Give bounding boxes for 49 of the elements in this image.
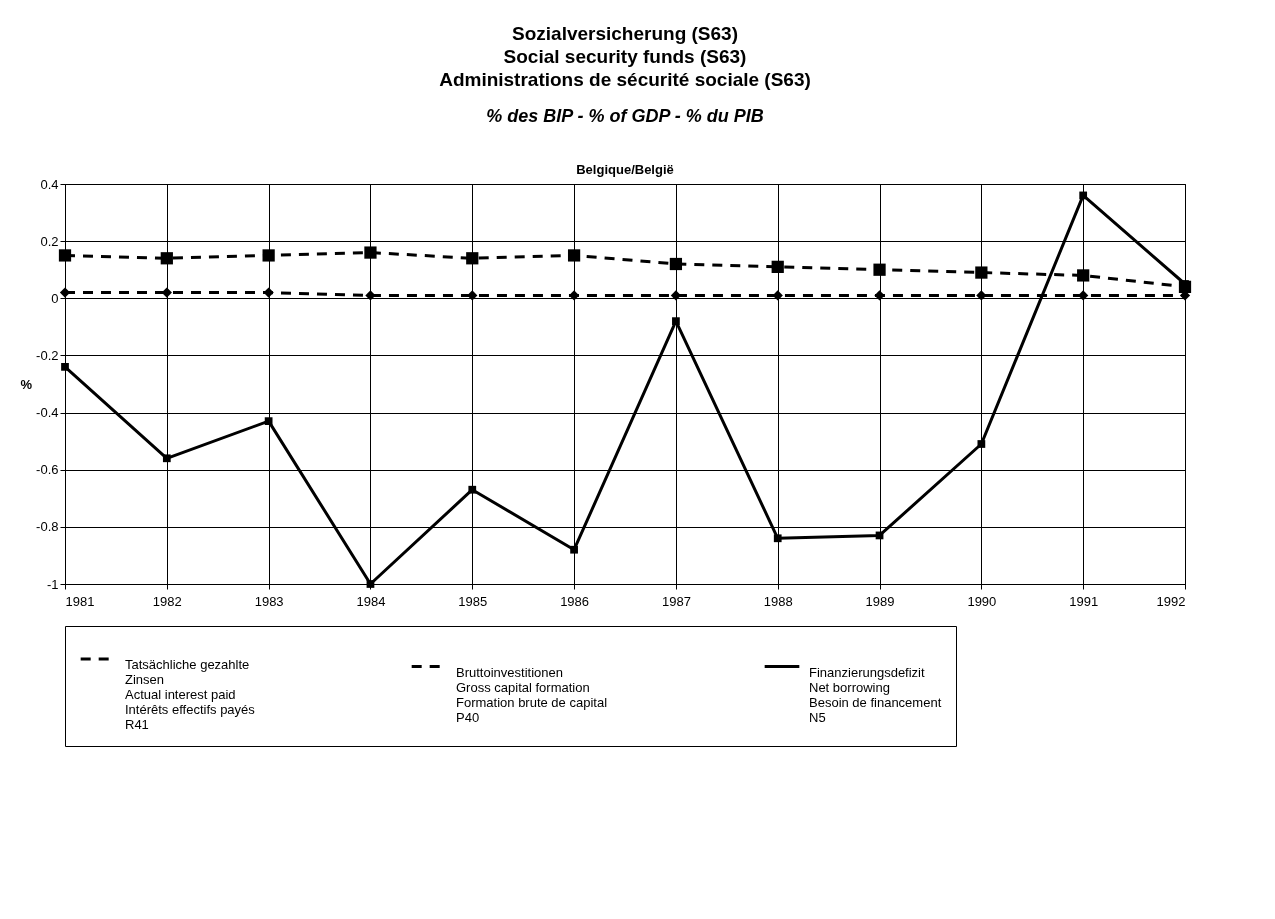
text: Belgique/België	[576, 162, 674, 177]
point	[669, 257, 683, 271]
x-tick-label: 1990	[967, 593, 997, 609]
point	[61, 362, 69, 371]
x-tick-label: 1989	[865, 593, 895, 609]
x-tick-label: 1987	[661, 593, 691, 609]
legend-label: Finanzierungsdefizit Net borrowing Besoin de financement N5	[809, 664, 942, 725]
legend-label: Tatsächliche gezahlte Zinsen Actual interest paid Intérêts effectifs payés R41	[125, 657, 256, 732]
y-tick-label: 0.2	[40, 233, 59, 249]
point	[1077, 269, 1090, 282]
point	[364, 246, 377, 259]
y-tick-label: -0.4	[36, 405, 59, 421]
point	[771, 260, 784, 273]
y-tick-label: 0	[51, 290, 59, 306]
y-tick-label: 0.4	[40, 176, 59, 192]
x-tick-label: 1986	[560, 593, 590, 609]
x-tick-label: 1988	[763, 593, 793, 609]
x-tick-label: 1981	[65, 593, 95, 609]
point	[466, 252, 479, 265]
point	[1078, 290, 1089, 301]
x-tick-label: 1984	[356, 593, 386, 609]
x-tick-label: 1983	[254, 593, 284, 609]
point	[162, 454, 171, 463]
point	[160, 252, 173, 265]
x-tick-label: 1991	[1069, 593, 1099, 609]
point	[468, 485, 477, 494]
point	[975, 266, 988, 279]
point	[567, 249, 581, 262]
point	[977, 440, 986, 448]
y-tick-label: -0.8	[36, 519, 59, 535]
point	[262, 249, 275, 262]
point	[873, 263, 886, 276]
y-tick-label: -0.6	[36, 462, 59, 478]
y-axis-title: %	[20, 376, 33, 392]
x-tick-label: 1982	[152, 593, 182, 609]
point	[58, 249, 72, 262]
point	[570, 545, 578, 554]
point	[773, 534, 782, 543]
point	[1079, 191, 1088, 200]
y-tick-label: -1	[46, 576, 59, 592]
chart-title: Sozialversicherung (S63) Social security funds (S63) Administrations de sécurité sociale (S63)	[439, 23, 811, 90]
x-tick-label: 1985	[458, 593, 488, 609]
chart-subtitle: % des BIP - % of GDP - % du PIB	[486, 106, 764, 126]
point	[467, 290, 478, 301]
point	[264, 417, 273, 426]
y-tick-label: -0.2	[36, 347, 59, 363]
x-tick-label: 1992	[1156, 593, 1186, 609]
point	[672, 317, 680, 326]
legend-label: Bruttoinvestitionen Gross capital formation Formation brute de capital P40	[456, 664, 608, 725]
